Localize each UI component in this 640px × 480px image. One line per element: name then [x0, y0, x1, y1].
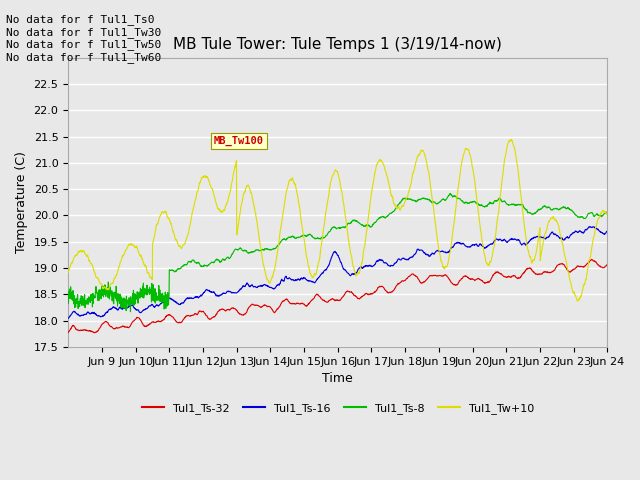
Title: MB Tule Tower: Tule Temps 1 (3/19/14-now): MB Tule Tower: Tule Temps 1 (3/19/14-now…: [173, 37, 502, 52]
Text: MB_Tw100: MB_Tw100: [214, 136, 264, 146]
X-axis label: Time: Time: [323, 372, 353, 385]
Legend: Tul1_Ts-32, Tul1_Ts-16, Tul1_Ts-8, Tul1_Tw+10: Tul1_Ts-32, Tul1_Ts-16, Tul1_Ts-8, Tul1_…: [137, 399, 538, 419]
Text: No data for f Tul1_Ts0
No data for f Tul1_Tw30
No data for f Tul1_Tw50
No data f: No data for f Tul1_Ts0 No data for f Tul…: [6, 14, 162, 63]
Y-axis label: Temperature (C): Temperature (C): [15, 151, 28, 253]
